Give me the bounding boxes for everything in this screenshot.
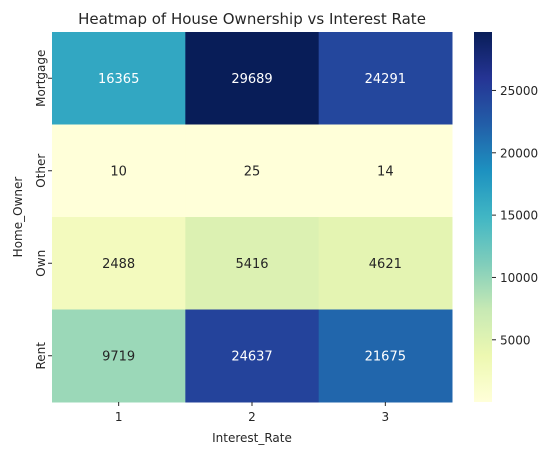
- cell-value-label: 29689: [231, 72, 272, 87]
- heatmap-cell: [318, 309, 453, 403]
- heatmap-cell: [52, 217, 186, 310]
- cell-value-label: 14: [377, 164, 394, 179]
- x-tick-label: 3: [382, 410, 390, 424]
- heatmap-cell: [52, 309, 186, 403]
- y-tick-label: Rent: [34, 342, 48, 370]
- cell-value-label: 4621: [369, 257, 402, 272]
- y-tick-label: Own: [34, 250, 48, 277]
- colorbar-tick-label: 15000: [500, 209, 538, 223]
- x-tick-label: 1: [115, 410, 123, 424]
- heatmap-cell: [185, 309, 320, 403]
- heatmap-cell: [185, 217, 320, 310]
- heatmap-cell: [185, 124, 320, 218]
- cell-value-label: 21675: [365, 349, 406, 364]
- colorbar-ticks: 5000 10000 15000 20000 25000: [492, 84, 538, 347]
- colorbar-tick-label: 25000: [500, 84, 538, 98]
- heatmap-cell: [318, 32, 453, 125]
- heatmap-cell: [318, 124, 453, 218]
- colorbar: [474, 32, 492, 402]
- x-axis-ticks: 1 2 3: [115, 402, 389, 424]
- cell-value-label: 2488: [102, 257, 135, 272]
- heatmap-cell: [318, 217, 453, 310]
- y-axis-label: Home_Owner: [11, 177, 25, 258]
- heatmap-cells: 16365 29689 24291 10 25 14 2488 5416 4621 9719 246…: [52, 32, 453, 403]
- cell-value-label: 16365: [98, 72, 139, 87]
- colorbar-tick-label: 5000: [500, 333, 531, 347]
- cell-value-label: 24291: [365, 72, 406, 87]
- x-tick-label: 2: [248, 410, 256, 424]
- x-axis-label: Interest_Rate: [212, 431, 292, 445]
- y-axis-ticks: Mortgage Other Own Rent: [34, 50, 52, 370]
- cell-value-label: 24637: [231, 349, 272, 364]
- heatmap-cell: [185, 32, 320, 125]
- y-tick-label: Mortgage: [34, 50, 48, 107]
- cell-value-label: 25: [244, 164, 261, 179]
- heatmap-cell: [52, 124, 186, 218]
- chart-title: Heatmap of House Ownership vs Interest R…: [78, 10, 426, 28]
- colorbar-tick-label: 20000: [500, 146, 538, 160]
- cell-value-label: 5416: [235, 257, 268, 272]
- cell-value-label: 9719: [102, 349, 135, 364]
- cell-value-label: 10: [110, 164, 127, 179]
- heatmap-cell: [52, 32, 186, 125]
- y-tick-label: Other: [34, 154, 48, 188]
- colorbar-tick-label: 10000: [500, 271, 538, 285]
